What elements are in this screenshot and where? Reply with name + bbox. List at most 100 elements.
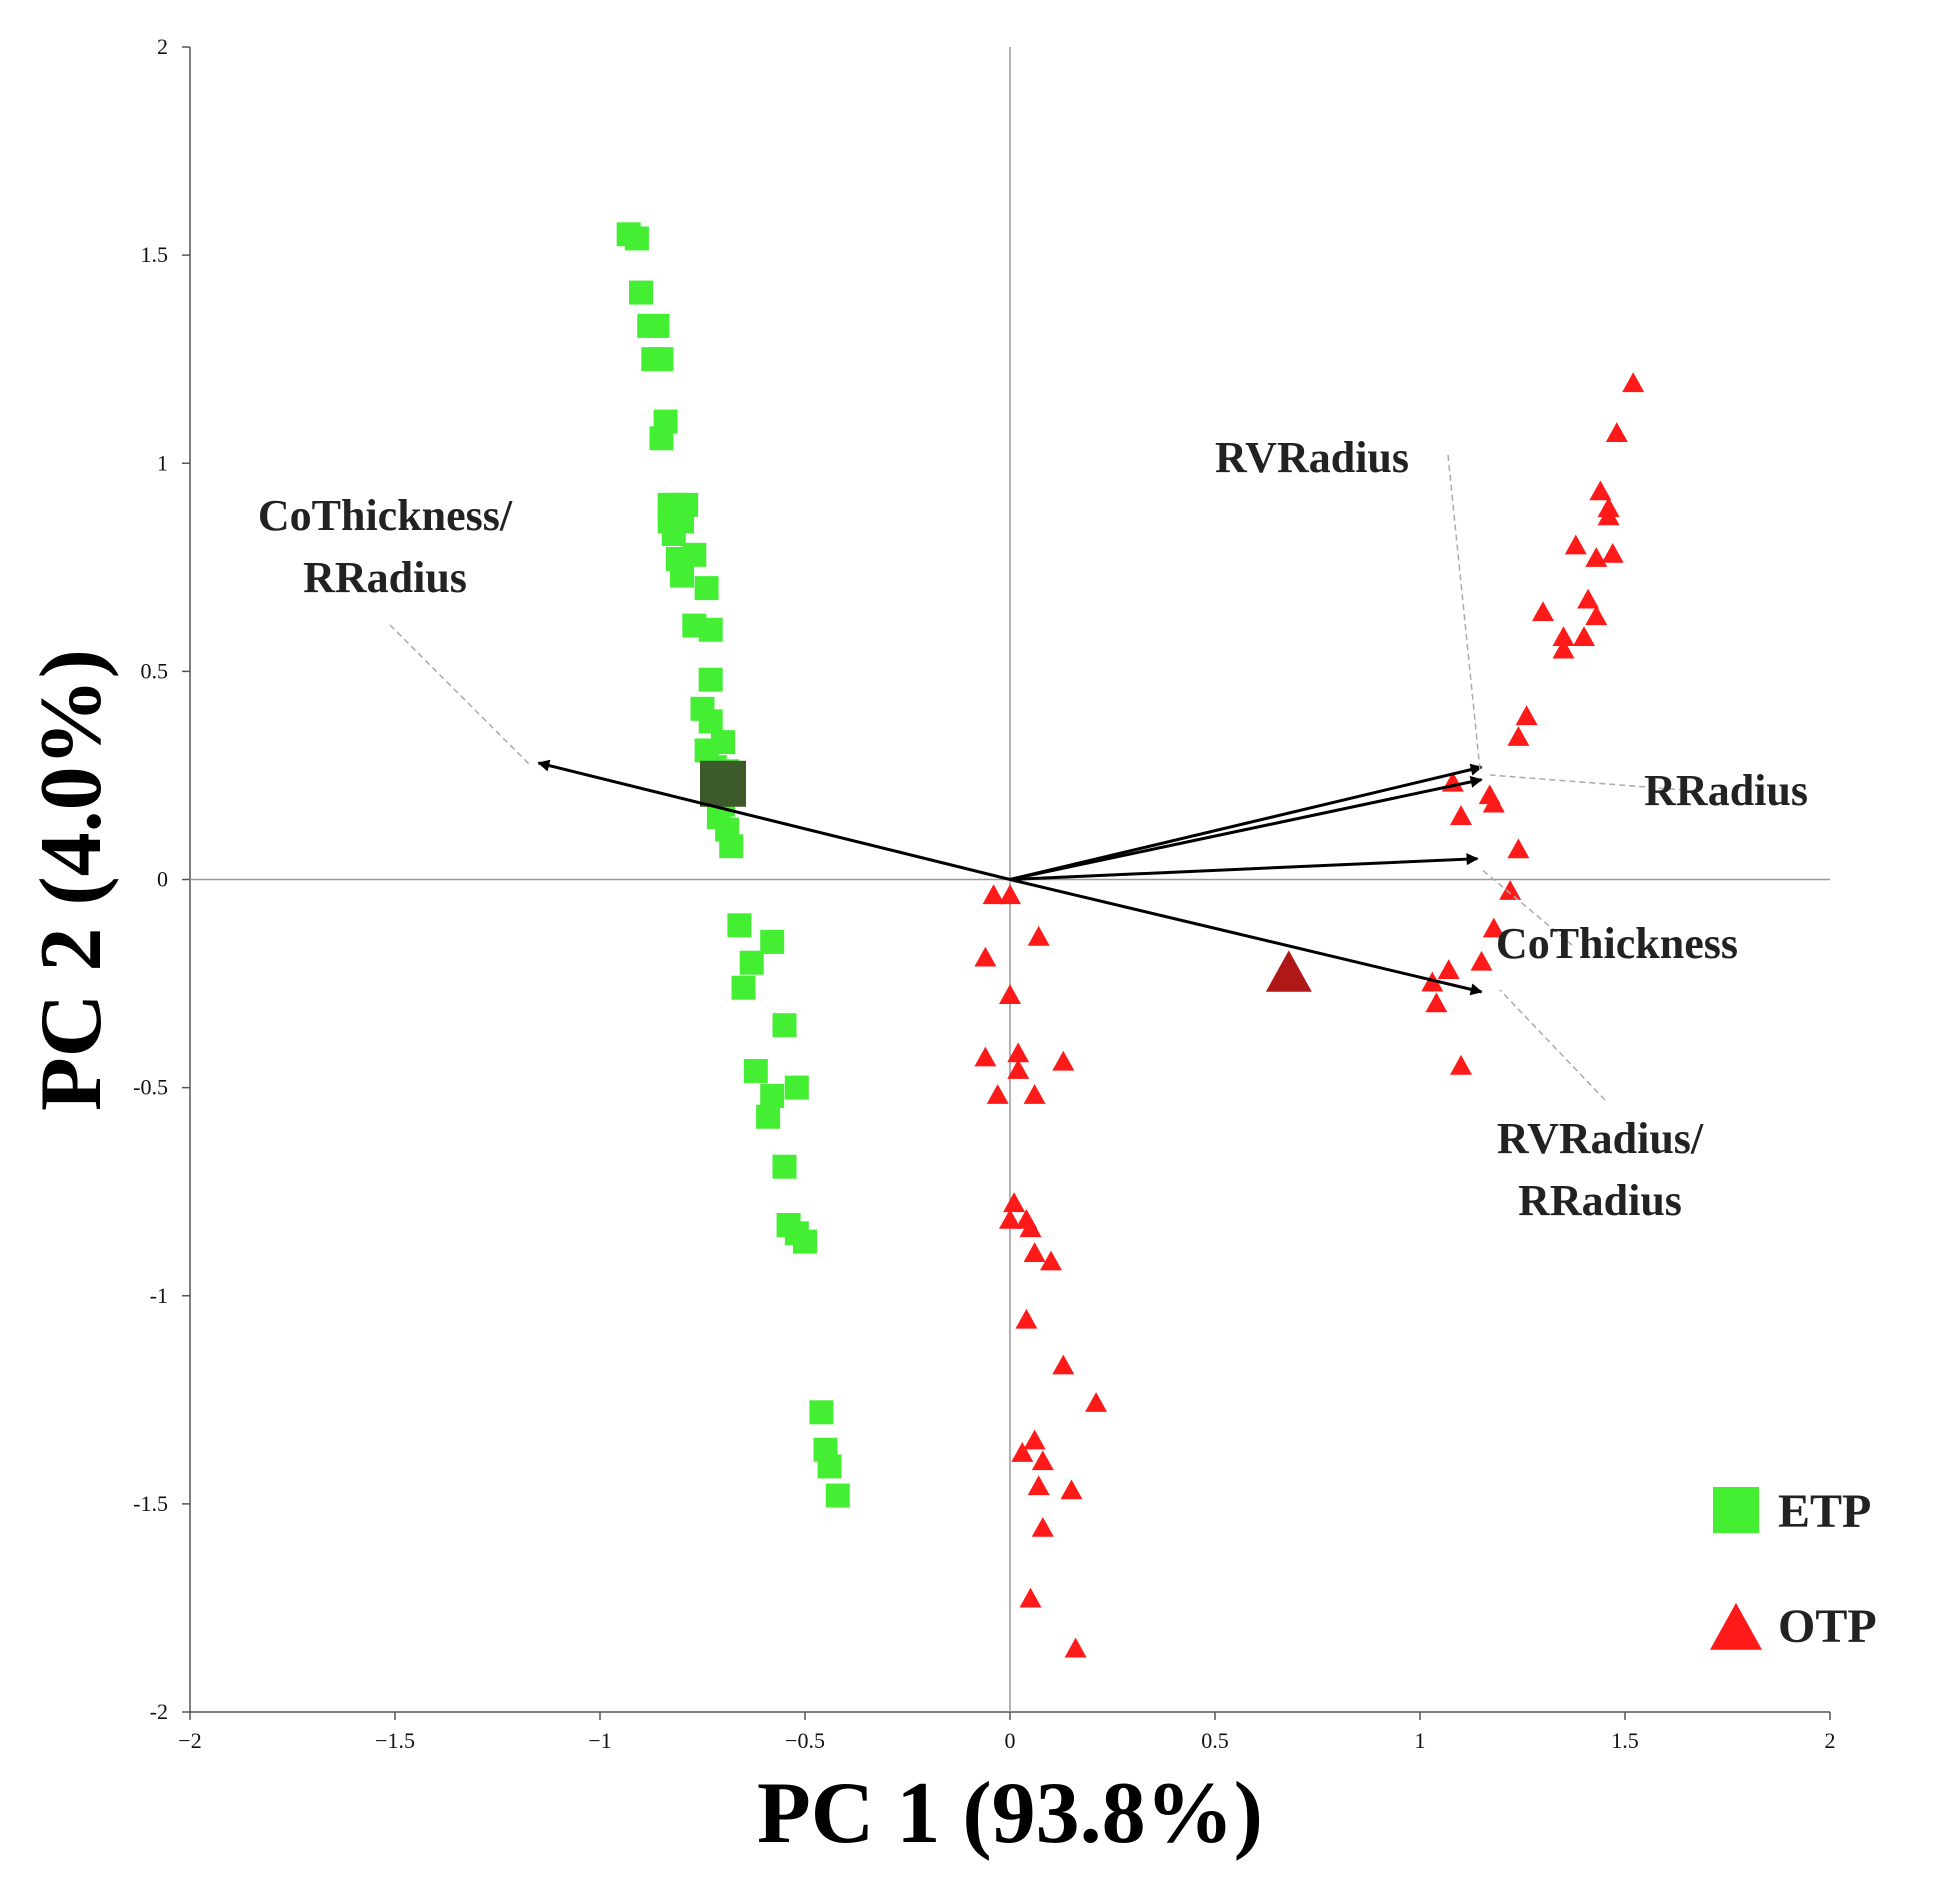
legend-label: OTP	[1778, 1600, 1877, 1653]
data-point	[698, 617, 723, 642]
x-axis-title: PC 1 (93.8%)	[757, 1765, 1263, 1862]
data-point	[731, 975, 756, 1000]
data-point	[1601, 542, 1624, 563]
data-point	[629, 280, 653, 305]
data-point	[1605, 422, 1628, 443]
data-point	[694, 576, 719, 601]
data-point	[1507, 838, 1530, 859]
data-point	[719, 834, 744, 859]
loading-label: CoThickness/	[258, 491, 513, 540]
data-point	[772, 1154, 797, 1179]
data-point	[1499, 880, 1522, 900]
data-point	[825, 1483, 850, 1508]
loading-arrow	[1009, 853, 1479, 881]
loading-leader-line	[389, 624, 531, 766]
y-tick-label: 0	[157, 867, 168, 892]
data-point	[999, 884, 1021, 905]
y-tick-label: -0.5	[133, 1075, 168, 1100]
data-point	[1450, 805, 1472, 825]
data-point	[670, 563, 694, 588]
data-point	[1007, 1042, 1030, 1063]
data-point	[1027, 1475, 1050, 1496]
data-point	[1552, 626, 1575, 646]
data-point	[756, 1104, 781, 1129]
data-point	[649, 426, 674, 451]
data-point	[1437, 959, 1460, 979]
data-point	[1040, 1250, 1062, 1271]
data-point	[1019, 1217, 1042, 1238]
loading-arrow	[1009, 878, 1483, 996]
data-point	[624, 226, 649, 251]
x-tick-label: 2	[1825, 1728, 1836, 1753]
data-point	[727, 913, 752, 938]
x-tick-label: −1.5	[375, 1728, 415, 1753]
y-tick-label: 1	[157, 450, 168, 475]
y-tick-label: -1.5	[133, 1491, 168, 1516]
data-point	[698, 709, 723, 734]
data-point	[1015, 1308, 1038, 1329]
data-point	[1482, 792, 1505, 813]
data-point	[1622, 372, 1645, 393]
data-point	[1027, 925, 1050, 946]
data-point	[760, 1083, 785, 1108]
data-point	[1064, 1637, 1087, 1658]
data-point	[739, 950, 764, 975]
data-point	[1552, 638, 1575, 659]
legend-marker-otp	[1710, 1602, 1762, 1650]
y-tick-label: 0.5	[141, 658, 169, 683]
series-etp	[616, 222, 850, 1508]
data-point	[760, 929, 785, 954]
x-tick-label: 0	[1005, 1728, 1016, 1753]
data-point	[1585, 605, 1608, 626]
loading-label: RVRadius/	[1497, 1114, 1704, 1163]
data-point	[1564, 534, 1587, 555]
data-point	[645, 313, 670, 338]
data-point	[1085, 1392, 1108, 1412]
data-point	[809, 1400, 834, 1425]
loading-leader-line	[1489, 774, 1686, 791]
data-point	[649, 347, 674, 372]
data-point	[793, 1229, 817, 1254]
loading-label: RRadius	[1518, 1176, 1682, 1225]
data-point	[1482, 917, 1505, 938]
y-tick-label: -1	[150, 1283, 168, 1308]
data-point	[1425, 992, 1448, 1013]
data-point	[1597, 505, 1620, 526]
data-point	[772, 1013, 797, 1038]
data-point	[682, 542, 707, 567]
data-point	[1023, 1429, 1046, 1450]
x-tick-label: −1	[588, 1728, 611, 1753]
data-point	[1060, 1479, 1083, 1500]
data-point	[1011, 1442, 1034, 1462]
legend-marker-etp	[1713, 1487, 1759, 1533]
data-point	[1007, 1059, 1030, 1079]
data-point	[1532, 601, 1554, 622]
data-point	[999, 1208, 1021, 1229]
x-tick-label: 0.5	[1201, 1728, 1229, 1753]
data-point	[1470, 950, 1493, 971]
data-point	[1589, 480, 1612, 501]
x-tick-label: −0.5	[785, 1728, 825, 1753]
data-point	[817, 1454, 842, 1479]
axes-layer: −2 −1.5 −1 −0.5 0 0.5 1 1.5 2 2 1.5 1 0.5 0 -0.5 -1 -1.5…	[133, 34, 1835, 1753]
y-axis-title: PC 2 (4.0%)	[23, 649, 120, 1111]
data-point	[1577, 588, 1600, 609]
data-point	[1507, 726, 1530, 746]
data-point	[982, 884, 1005, 905]
x-tick-label: −2	[178, 1728, 201, 1753]
data-point	[1019, 1587, 1042, 1608]
data-point	[670, 509, 694, 534]
data-point	[1573, 626, 1595, 646]
data-point	[1003, 1192, 1026, 1213]
data-point	[1585, 547, 1608, 567]
loadings-layer: CoThickness/RRadius RVRadius RRadius CoThic…	[258, 433, 1808, 1225]
loading-label: RRadius	[303, 553, 467, 602]
data-point	[1023, 1242, 1046, 1263]
centroid-marker	[700, 760, 746, 807]
y-tick-label: -2	[150, 1699, 168, 1724]
x-tick-label: 1.5	[1611, 1728, 1639, 1753]
data-point	[1031, 1516, 1054, 1537]
centroid-marker	[1265, 950, 1312, 992]
data-point	[1052, 1050, 1075, 1071]
